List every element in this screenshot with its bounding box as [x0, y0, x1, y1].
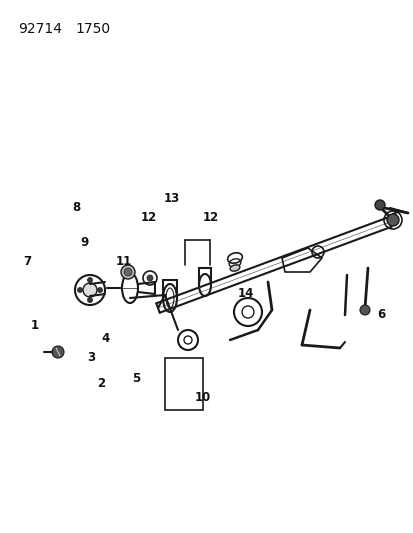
Text: 9: 9 — [81, 236, 89, 249]
Text: 1: 1 — [31, 319, 39, 332]
Circle shape — [374, 200, 384, 210]
Text: 4: 4 — [101, 332, 109, 345]
Text: 6: 6 — [376, 308, 384, 321]
Text: 92714: 92714 — [18, 22, 62, 36]
Circle shape — [52, 346, 64, 358]
Text: 11: 11 — [116, 255, 132, 268]
Text: 1750: 1750 — [75, 22, 110, 36]
Circle shape — [124, 268, 132, 276]
Circle shape — [147, 275, 153, 281]
Circle shape — [83, 283, 97, 297]
Circle shape — [87, 278, 92, 282]
Text: 7: 7 — [23, 255, 31, 268]
Circle shape — [87, 297, 92, 303]
Text: 14: 14 — [237, 287, 254, 300]
Circle shape — [386, 214, 398, 226]
Text: 12: 12 — [140, 211, 157, 224]
Circle shape — [77, 287, 82, 293]
Text: 2: 2 — [97, 377, 105, 390]
Text: 3: 3 — [87, 351, 95, 364]
Circle shape — [97, 287, 102, 293]
Text: 13: 13 — [163, 192, 180, 205]
Text: 5: 5 — [132, 372, 140, 385]
Circle shape — [359, 305, 369, 315]
Text: 8: 8 — [72, 201, 81, 214]
Bar — [165, 358, 202, 410]
Circle shape — [121, 265, 135, 279]
Text: 12: 12 — [202, 211, 219, 224]
Ellipse shape — [230, 265, 239, 271]
Text: 10: 10 — [194, 391, 211, 403]
